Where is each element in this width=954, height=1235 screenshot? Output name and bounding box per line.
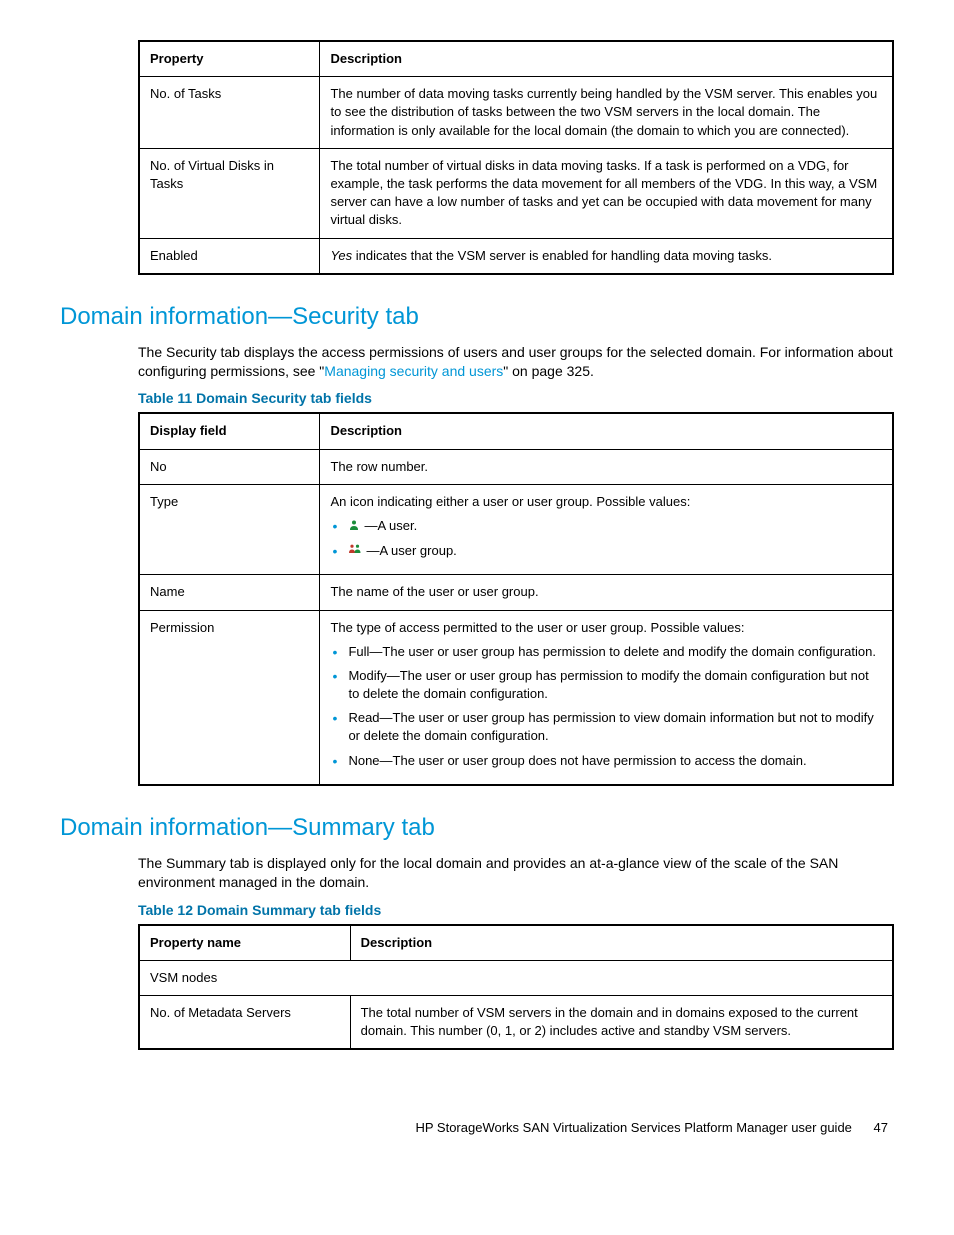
table-summary-fields: Property name Description VSM nodes No. …	[138, 924, 894, 1051]
table-row: No The row number.	[139, 449, 893, 484]
italic-text: Yes	[330, 248, 352, 263]
table-header: Property	[139, 41, 320, 77]
list-item: Modify—The user or user group has permis…	[330, 667, 882, 703]
user-group-icon	[348, 542, 362, 560]
bullet-list: —A user. —A user group.	[330, 517, 882, 560]
list-item: —A user group.	[330, 542, 882, 561]
table-row: Type An icon indicating either a user or…	[139, 484, 893, 575]
table-header-row: Display field Description	[139, 413, 893, 449]
table-row: Permission The type of access permitted …	[139, 610, 893, 785]
table-cell: The type of access permitted to the user…	[320, 610, 893, 785]
table-row: No. of Tasks The number of data moving t…	[139, 77, 893, 149]
table-cell: The number of data moving tasks currentl…	[320, 77, 893, 149]
table-row: No. of Metadata Servers The total number…	[139, 996, 893, 1050]
table-cell: Yes indicates that the VSM server is ena…	[320, 238, 893, 274]
table-row: No. of Virtual Disks in Tasks The total …	[139, 148, 893, 238]
table-cell: Enabled	[139, 238, 320, 274]
table-cell: No. of Tasks	[139, 77, 320, 149]
table-cell: An icon indicating either a user or user…	[320, 484, 893, 575]
table-header: Property name	[139, 925, 350, 961]
paragraph: The Summary tab is displayed only for th…	[138, 854, 894, 892]
text: —A user.	[364, 518, 417, 533]
list-item: Read—The user or user group has permissi…	[330, 709, 882, 745]
table-cell: No. of Metadata Servers	[139, 996, 350, 1050]
table-header: Description	[320, 41, 893, 77]
table-row: Enabled Yes indicates that the VSM serve…	[139, 238, 893, 274]
table-cell: No	[139, 449, 320, 484]
list-item: Full—The user or user group has permissi…	[330, 643, 882, 661]
text: indicates that the VSM server is enabled…	[352, 248, 772, 263]
heading-summary-tab: Domain information—Summary tab	[60, 814, 894, 842]
table-cell: No. of Virtual Disks in Tasks	[139, 148, 320, 238]
table-header: Description	[350, 925, 893, 961]
table-cell: The total number of VSM servers in the d…	[350, 996, 893, 1050]
table-cell: The name of the user or user group.	[320, 575, 893, 610]
table-property-description: Property Description No. of Tasks The nu…	[138, 40, 894, 275]
footer-title: HP StorageWorks SAN Virtualization Servi…	[415, 1120, 851, 1135]
page-number: 47	[874, 1120, 888, 1135]
table-cell: VSM nodes	[139, 960, 893, 995]
text: An icon indicating either a user or user…	[330, 494, 690, 509]
link-managing-security[interactable]: Managing security and users	[324, 363, 503, 379]
table-row: Name The name of the user or user group.	[139, 575, 893, 610]
heading-security-tab: Domain information—Security tab	[60, 303, 894, 331]
text: " on page 325.	[503, 363, 594, 379]
text: —A user group.	[366, 543, 456, 558]
table-header: Description	[320, 413, 893, 449]
page-footer: HP StorageWorks SAN Virtualization Servi…	[60, 1120, 894, 1135]
bullet-list: Full—The user or user group has permissi…	[330, 643, 882, 770]
table-security-fields: Display field Description No The row num…	[138, 412, 894, 785]
table-cell: Name	[139, 575, 320, 610]
table-cell: The row number.	[320, 449, 893, 484]
table-cell: The total number of virtual disks in dat…	[320, 148, 893, 238]
table-cell: Type	[139, 484, 320, 575]
user-icon	[348, 518, 360, 536]
list-item: None—The user or user group does not hav…	[330, 752, 882, 770]
table-cell: Permission	[139, 610, 320, 785]
table-caption: Table 11 Domain Security tab fields	[138, 390, 894, 406]
list-item: —A user.	[330, 517, 882, 536]
page: Property Description No. of Tasks The nu…	[60, 40, 894, 1135]
table-header: Display field	[139, 413, 320, 449]
text: The type of access permitted to the user…	[330, 620, 744, 635]
table-header-row: Property name Description	[139, 925, 893, 961]
table-header-row: Property Description	[139, 41, 893, 77]
table-caption: Table 12 Domain Summary tab fields	[138, 902, 894, 918]
paragraph: The Security tab displays the access per…	[138, 343, 894, 381]
table-row: VSM nodes	[139, 960, 893, 995]
